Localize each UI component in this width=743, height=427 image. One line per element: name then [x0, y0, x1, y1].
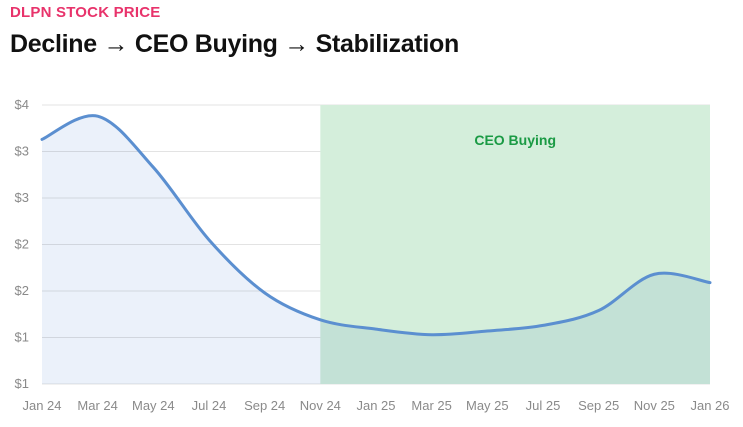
y-tick-label: $4: [15, 97, 29, 112]
chart-eyebrow: DLPN STOCK PRICE: [10, 4, 161, 21]
y-tick-label: $3: [15, 144, 29, 159]
x-tick-label: Nov 25: [634, 398, 675, 413]
x-tick-label: Jan 25: [356, 398, 395, 413]
y-tick-label: $3: [15, 190, 29, 205]
x-tick-label: Nov 24: [300, 398, 341, 413]
x-tick-label: Jul 24: [192, 398, 227, 413]
chart-title: Decline → CEO Buying → Stabilization: [10, 30, 459, 58]
ceo-buying-label: CEO Buying: [474, 132, 556, 148]
x-tick-label: May 24: [132, 398, 175, 413]
x-tick-label: Jan 26: [690, 398, 729, 413]
y-tick-label: $1: [15, 376, 29, 391]
y-tick-label: $2: [15, 283, 29, 298]
x-axis-ticks: Jan 24 Mar 24 May 24 Jul 24 Sep 24 Nov 24 Jan …: [22, 398, 729, 413]
x-tick-label: Jan 24: [22, 398, 61, 413]
y-tick-label: $1: [15, 330, 29, 345]
price-line: [40, 114, 712, 337]
x-tick-label: Mar 25: [411, 398, 451, 413]
x-tick-label: Mar 24: [77, 398, 117, 413]
x-tick-label: Sep 25: [578, 398, 619, 413]
y-axis-ticks: $1 $1 $2 $2 $3 $3 $4: [15, 97, 29, 391]
x-tick-label: Jul 25: [526, 398, 561, 413]
x-tick-label: Sep 24: [244, 398, 285, 413]
y-tick-label: $2: [15, 237, 29, 252]
x-tick-label: May 25: [466, 398, 509, 413]
price-area: [42, 115, 710, 385]
